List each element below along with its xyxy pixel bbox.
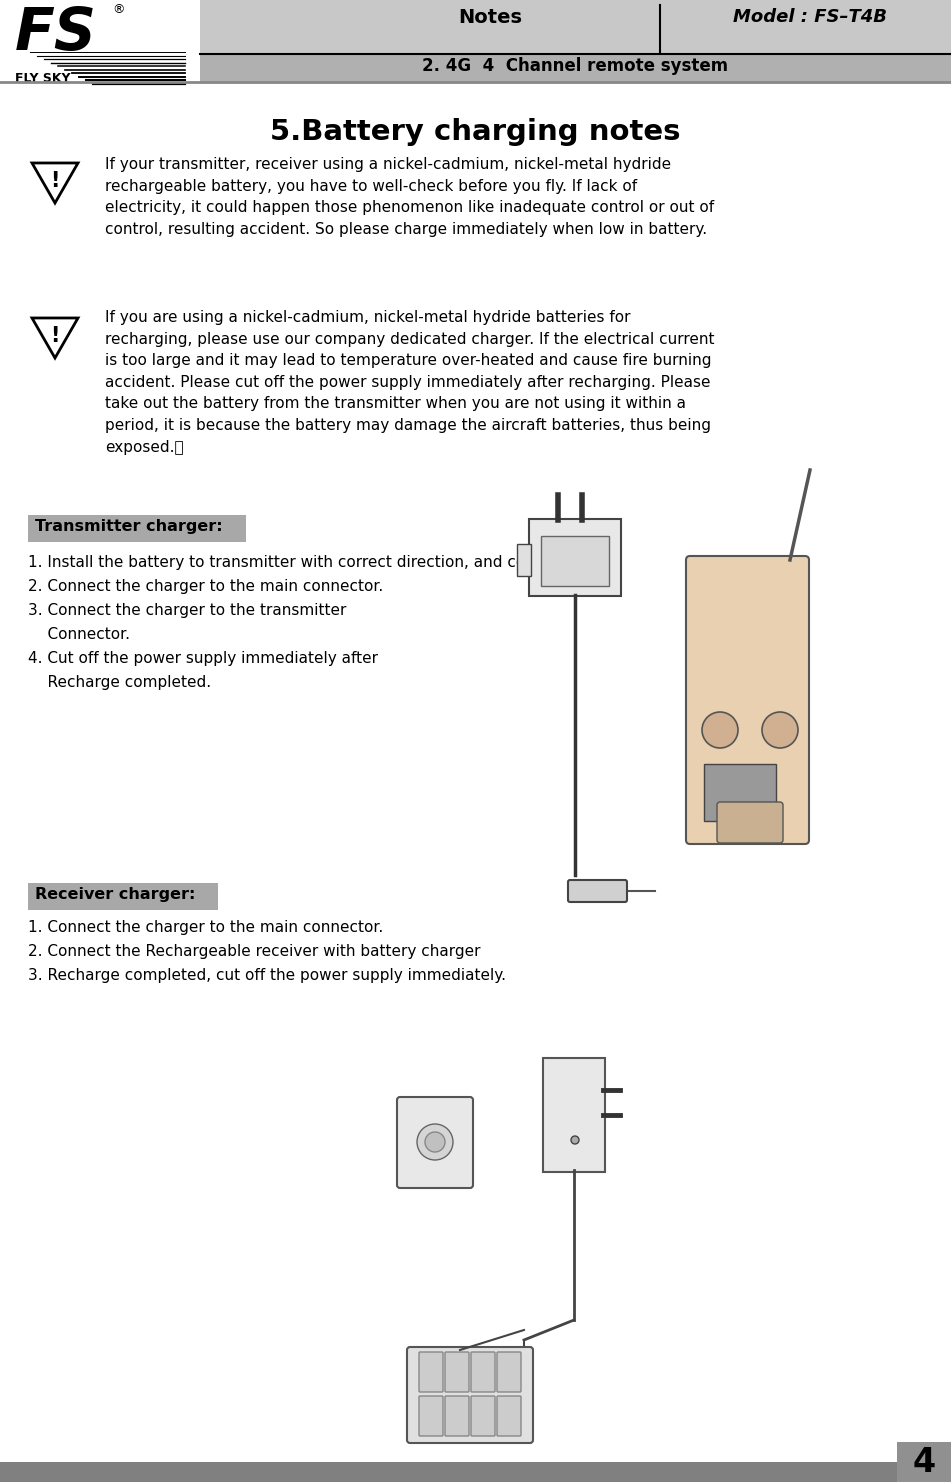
FancyBboxPatch shape [568, 880, 627, 903]
Text: ®: ® [112, 3, 125, 16]
Text: 1. Install the battery to transmitter with correct direction, and cover it.
2. C: 1. Install the battery to transmitter wi… [28, 554, 571, 691]
FancyBboxPatch shape [529, 519, 621, 596]
FancyBboxPatch shape [686, 556, 809, 845]
FancyBboxPatch shape [704, 765, 776, 821]
FancyBboxPatch shape [200, 0, 951, 55]
FancyBboxPatch shape [471, 1352, 495, 1392]
Text: Receiver charger:: Receiver charger: [35, 888, 195, 903]
FancyBboxPatch shape [28, 883, 218, 910]
FancyBboxPatch shape [0, 1463, 951, 1482]
Circle shape [571, 1137, 579, 1144]
FancyBboxPatch shape [0, 0, 200, 82]
Text: If you are using a nickel-cadmium, nickel-metal hydride batteries for
recharging: If you are using a nickel-cadmium, nicke… [105, 310, 714, 455]
FancyBboxPatch shape [471, 1396, 495, 1436]
Polygon shape [32, 319, 78, 359]
Text: Transmitter charger:: Transmitter charger: [35, 519, 223, 534]
Text: FLY SKY: FLY SKY [15, 73, 70, 84]
FancyBboxPatch shape [397, 1097, 473, 1189]
FancyBboxPatch shape [419, 1396, 443, 1436]
FancyBboxPatch shape [541, 536, 609, 585]
Circle shape [702, 711, 738, 748]
Text: If your transmitter, receiver using a nickel-cadmium, nickel-metal hydride
recha: If your transmitter, receiver using a ni… [105, 157, 714, 237]
FancyBboxPatch shape [445, 1396, 469, 1436]
Text: 4: 4 [912, 1445, 936, 1479]
Circle shape [425, 1132, 445, 1152]
FancyBboxPatch shape [419, 1352, 443, 1392]
FancyBboxPatch shape [897, 1442, 951, 1482]
FancyBboxPatch shape [407, 1347, 533, 1443]
Circle shape [762, 711, 798, 748]
Text: 5.Battery charging notes: 5.Battery charging notes [270, 119, 680, 147]
FancyBboxPatch shape [28, 516, 246, 542]
FancyBboxPatch shape [497, 1396, 521, 1436]
Text: Model : FS–T4B: Model : FS–T4B [733, 7, 887, 27]
FancyBboxPatch shape [497, 1352, 521, 1392]
Circle shape [417, 1123, 453, 1160]
Text: 2. 4G  4  Channel remote system: 2. 4G 4 Channel remote system [422, 56, 728, 76]
FancyBboxPatch shape [200, 53, 951, 82]
Text: Notes: Notes [458, 7, 522, 27]
Text: 1. Connect the charger to the main connector.
2. Connect the Rechargeable receiv: 1. Connect the charger to the main conne… [28, 920, 506, 983]
Text: !: ! [50, 326, 60, 345]
FancyBboxPatch shape [445, 1352, 469, 1392]
Text: !: ! [50, 170, 60, 191]
Polygon shape [32, 163, 78, 203]
FancyBboxPatch shape [517, 544, 531, 576]
FancyBboxPatch shape [717, 802, 783, 843]
FancyBboxPatch shape [543, 1058, 605, 1172]
Text: FS: FS [15, 4, 97, 62]
